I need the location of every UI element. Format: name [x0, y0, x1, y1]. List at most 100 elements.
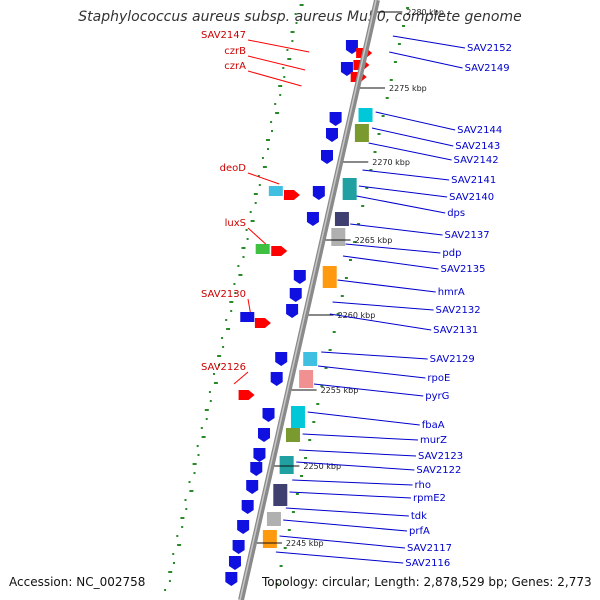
accession-label: Accession: NC_002758: [9, 575, 146, 589]
gene-label-reverse: SAV2116: [405, 558, 450, 569]
gene-label-reverse: SAV2117: [407, 543, 452, 554]
gc-dot: [357, 223, 361, 225]
reverse-gene-block: [250, 462, 263, 476]
gene-leader-line: [302, 433, 418, 441]
gene-leader-line: [345, 243, 441, 254]
gene-leader-line: [233, 371, 249, 385]
gene-label-reverse: SAV2135: [440, 264, 485, 275]
gc-dot: [242, 256, 245, 258]
gene-label-reverse: SAV2123: [418, 451, 463, 462]
gene-leader-line: [247, 227, 267, 245]
gc-dot: [361, 205, 365, 207]
gene-label-forward: SAV2130: [201, 289, 246, 300]
gc-dot: [295, 493, 299, 495]
forward-gene-block: [299, 370, 314, 388]
gc-dot: [287, 58, 292, 60]
gene-label-forward: SAV2147: [201, 30, 246, 41]
gc-dot: [365, 187, 369, 189]
backbone-highlight: [239, 0, 377, 600]
gc-dot: [397, 43, 401, 45]
gc-dot: [279, 565, 283, 567]
gene-leader-line: [292, 479, 413, 486]
gc-dot: [291, 40, 294, 42]
gc-dot: [176, 535, 179, 537]
gc-dot: [295, 22, 298, 24]
gc-dot: [402, 25, 405, 27]
forward-gene-block: [279, 456, 294, 474]
gene-label-reverse: pyrG: [425, 391, 449, 402]
gene-label-forward: deoD: [220, 163, 247, 174]
forward-gene-block: [303, 352, 318, 366]
gc-dot: [261, 157, 264, 159]
gene-label-forward: luxS: [225, 218, 246, 229]
gene-label-reverse: rpmE2: [413, 493, 446, 504]
gene-label-reverse: SAV2141: [451, 175, 496, 186]
gc-dots: [164, 4, 410, 591]
gc-dot: [201, 436, 206, 438]
gc-dot: [340, 295, 344, 297]
gc-dot: [287, 529, 291, 531]
gene-label-reverse: tdk: [411, 511, 427, 522]
gc-dot: [336, 313, 340, 315]
gene-leader-line: [285, 507, 409, 517]
gc-dot: [250, 220, 255, 222]
gene-leader-line: [289, 491, 412, 499]
gene-leader-line: [247, 172, 280, 185]
left-gene-block: [268, 186, 283, 196]
reverse-gene-block: [270, 372, 283, 386]
forward-gene-block: [262, 530, 277, 548]
gene-leader-line: [371, 127, 454, 147]
gc-dot: [377, 133, 381, 135]
gc-dot: [312, 421, 316, 423]
gene-label-reverse: SAV2129: [430, 354, 475, 365]
gc-dot: [241, 247, 246, 249]
gc-dot: [270, 121, 273, 123]
gene-leader-line: [337, 279, 436, 293]
reverse-gene-block: [345, 40, 358, 54]
gene-label-reverse: SAV2132: [436, 305, 481, 316]
gc-dot: [275, 583, 279, 585]
gc-dot: [275, 112, 280, 114]
gc-dot: [249, 211, 252, 213]
gene-leader-line: [392, 35, 466, 49]
kbp-label: 2260 kbp: [338, 311, 376, 320]
gc-dot: [316, 403, 320, 405]
gc-dot: [267, 148, 269, 150]
gene-leader-line: [279, 535, 406, 549]
gene-leader-line: [247, 55, 306, 71]
reverse-gene-block: [306, 212, 319, 226]
reverse-gene-block: [262, 408, 275, 422]
forward-red-gene: [238, 390, 255, 400]
gc-dot: [192, 463, 197, 465]
gc-dot: [200, 427, 203, 429]
gc-dot: [197, 454, 200, 456]
reverse-gene-block: [225, 572, 238, 586]
gc-dot: [349, 259, 352, 261]
gc-dot: [290, 31, 295, 33]
gc-dot: [177, 544, 182, 546]
gc-dot: [324, 367, 328, 369]
forward-gene-block: [285, 428, 300, 442]
gc-dot: [369, 169, 373, 171]
kbp-label: 2245 kbp: [286, 539, 324, 548]
kbp-ticks: 2280 kbp 2275 kbp 2270 kbp 2265 kbp 2260 kbp…: [256, 8, 444, 548]
forward-gene-block: [334, 212, 349, 226]
gc-dot: [226, 328, 231, 330]
gene-leader-line: [389, 51, 463, 69]
gene-label-forward: SAV2126: [201, 362, 246, 373]
reverse-gene-block: [286, 304, 299, 318]
forward-gene-block: [358, 108, 373, 122]
gc-dot: [173, 562, 175, 564]
gc-dot: [189, 490, 194, 492]
left-gene-block: [240, 312, 255, 322]
gc-dot: [254, 202, 257, 204]
forward-gene-block: [266, 512, 281, 526]
gc-dot: [353, 241, 357, 243]
reverse-gene-block: [253, 448, 266, 462]
gene-leader-line: [313, 383, 424, 397]
gc-dot: [245, 229, 248, 231]
reverse-gene-block: [289, 288, 302, 302]
gc-dot: [193, 472, 196, 474]
gc-dot: [188, 481, 191, 483]
gene-leader-line: [321, 351, 428, 360]
